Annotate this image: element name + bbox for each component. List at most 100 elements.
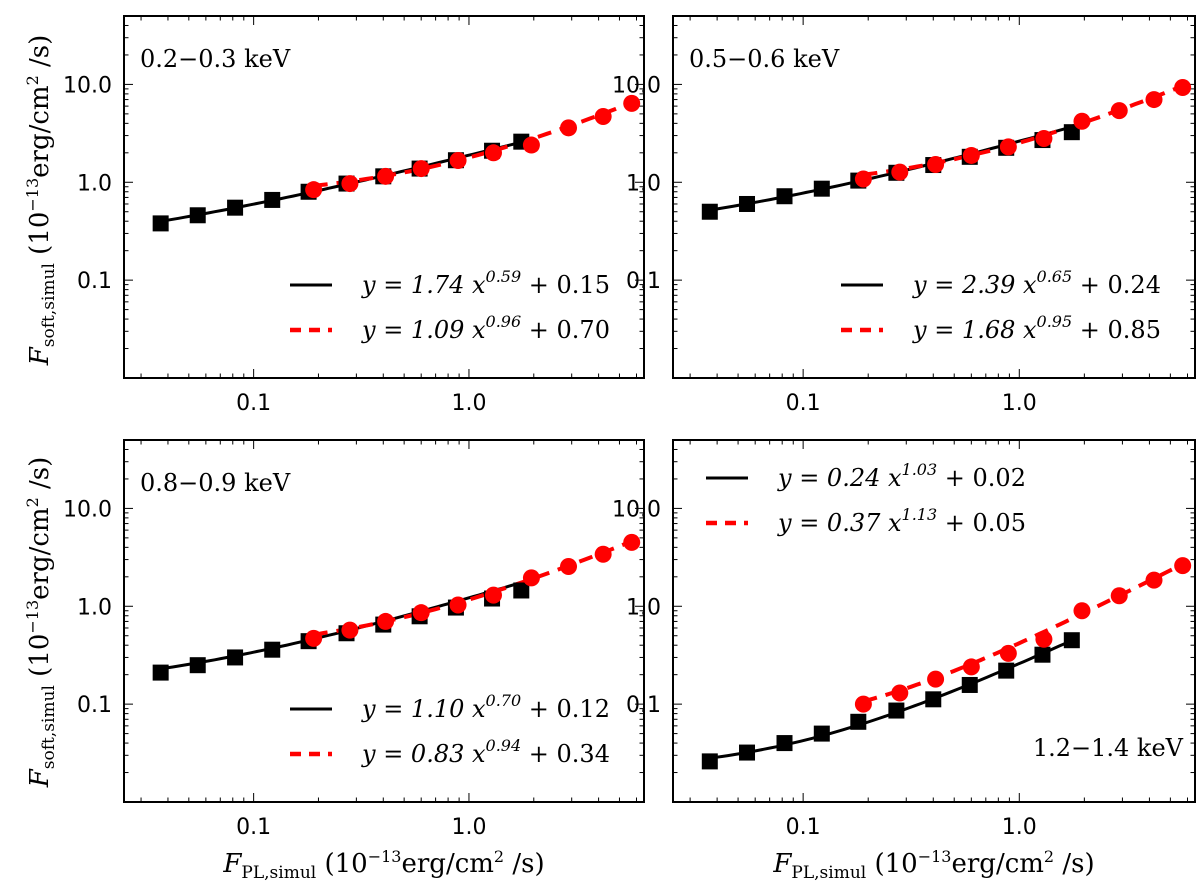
y-tick-label: 0.1: [77, 693, 112, 718]
y-tick-label: 10.0: [63, 497, 112, 522]
ylabel-unit-bottom: erg/cm: [25, 507, 55, 599]
legend-coef: y = 2.39 x: [912, 271, 1037, 299]
xlabel-sub-right: PL,simul: [791, 863, 866, 883]
legend-exp: 0.59: [486, 267, 522, 286]
y-tick-label: 10.0: [612, 497, 661, 522]
legend-coef: y = 0.83 x: [361, 740, 486, 768]
circle-marker: [999, 644, 1017, 662]
circle-marker: [594, 545, 612, 563]
legend-label-dashed: y = 0.37 x1.13 + 0.05: [777, 505, 1026, 537]
square-marker: [998, 662, 1015, 679]
square-marker: [701, 753, 718, 770]
circle-marker: [449, 151, 467, 169]
ylabel-open-top: (10: [25, 212, 55, 264]
legend-offset: + 0.15: [521, 271, 610, 299]
y-tick-label: 0.1: [626, 693, 661, 718]
xlabel-unit-left: erg/cm: [401, 849, 493, 879]
panel-label: 0.2−0.3 keV: [140, 45, 291, 73]
circle-marker: [1073, 602, 1091, 620]
panel-2: 0.1 1.0 0.1 1.0 10.0 0.5−0.6 keV y = 2.39 x0.6…: [612, 15, 1196, 416]
circle-marker: [927, 155, 945, 173]
square-marker: [925, 691, 942, 708]
x-axis-title-left: FPL,simul (10−13erg/cm2 /s): [222, 847, 544, 883]
circle-marker: [1073, 112, 1091, 130]
ylabel-close-top: /s): [25, 35, 55, 76]
plot-area: [152, 533, 641, 681]
ylabel-sq-top: 2: [23, 75, 42, 85]
square-marker: [513, 582, 530, 599]
legend-label-solid: y = 1.10 x0.70 + 0.12: [361, 691, 610, 723]
legend-coef: y = 1.68 x: [912, 316, 1037, 344]
square-marker: [739, 195, 756, 212]
legend-coef: y = 0.24 x: [777, 464, 902, 492]
plot-area: [701, 557, 1192, 770]
ylabel-unit-top: erg/cm: [25, 85, 55, 177]
circle-marker: [412, 604, 430, 622]
panel-frame: [672, 15, 1196, 379]
circle-marker: [484, 586, 502, 604]
square-marker: [264, 191, 281, 208]
y-axis-title-bottom: Fsoft,simul (10−13erg/cm2 /s): [23, 457, 59, 789]
legend-coef: y = 1.74 x: [361, 271, 486, 299]
circle-marker: [1035, 630, 1053, 648]
square-marker: [961, 676, 978, 693]
legend-offset: + 0.70: [521, 316, 610, 344]
legend-exp: 0.70: [486, 691, 522, 710]
xlabel-exp-right: −13: [918, 847, 952, 866]
circle-marker: [305, 181, 323, 199]
legend-offset: + 0.05: [937, 509, 1026, 537]
legend-label-dashed: y = 1.68 x0.95 + 0.85: [912, 312, 1161, 344]
square-marker: [264, 641, 281, 658]
circle-marker: [854, 695, 872, 713]
legend-exp: 0.94: [486, 736, 522, 755]
circle-marker: [341, 621, 359, 639]
circle-marker: [594, 107, 612, 125]
legend-coef: y = 1.10 x: [361, 695, 486, 723]
legend-label-dashed: y = 1.09 x0.96 + 0.70: [361, 312, 610, 344]
legend-offset: + 0.85: [1072, 316, 1161, 344]
panel-label: 1.2−1.4 keV: [1033, 734, 1184, 762]
ylabel-main-bottom: F: [25, 768, 55, 788]
y-tick-label: 10.0: [612, 73, 661, 98]
xlabel-sq-left: 2: [494, 847, 504, 866]
circle-marker: [1145, 571, 1163, 589]
legend-exp: 1.13: [902, 505, 938, 524]
circle-marker: [999, 138, 1017, 156]
y-tick-label: 1.0: [626, 171, 661, 196]
square-marker: [1063, 124, 1080, 141]
square-marker: [189, 207, 206, 224]
x-tick-label: 0.1: [786, 815, 821, 840]
legend-exp: 0.65: [1037, 267, 1073, 286]
legend-exp: 0.96: [486, 312, 522, 331]
square-marker: [776, 735, 793, 752]
square-marker: [850, 713, 867, 730]
y-axis-title-top: Fsoft,simul (10−13erg/cm2 /s): [23, 35, 59, 367]
legend-exp: 1.03: [902, 460, 938, 479]
panel-frame: [123, 15, 645, 379]
legend-coef: y = 1.09 x: [361, 316, 486, 344]
legend-label-dashed: y = 0.83 x0.94 + 0.34: [361, 736, 610, 768]
circle-marker: [560, 119, 578, 137]
panel-4: 0.1 1.0 0.1 1.0 10.0 1.2−1.4 keV y = 0.24 x1.0…: [612, 439, 1196, 840]
x-tick-label: 0.1: [236, 815, 271, 840]
x-tick-label: 1.0: [451, 391, 486, 416]
circle-marker: [305, 629, 323, 647]
legend-label-solid: y = 0.24 x1.03 + 0.02: [777, 460, 1026, 492]
circle-marker: [1035, 130, 1053, 148]
circle-marker: [377, 612, 395, 630]
ylabel-exp-bottom: −13: [23, 600, 42, 634]
circle-marker: [623, 533, 641, 551]
circle-marker: [1110, 587, 1128, 605]
x-tick-label: 1.0: [1002, 815, 1037, 840]
circle-marker: [412, 160, 430, 178]
ylabel-close-bottom: /s): [25, 457, 55, 498]
square-marker: [189, 657, 206, 674]
square-marker: [227, 649, 244, 666]
square-marker: [701, 203, 718, 220]
xlabel-unit-right: erg/cm: [951, 849, 1043, 879]
y-tick-label: 0.1: [626, 269, 661, 294]
xlabel-exp-left: −13: [368, 847, 402, 866]
circle-marker: [341, 175, 359, 193]
fit-line-dashed: [313, 539, 633, 637]
circle-marker: [449, 596, 467, 614]
